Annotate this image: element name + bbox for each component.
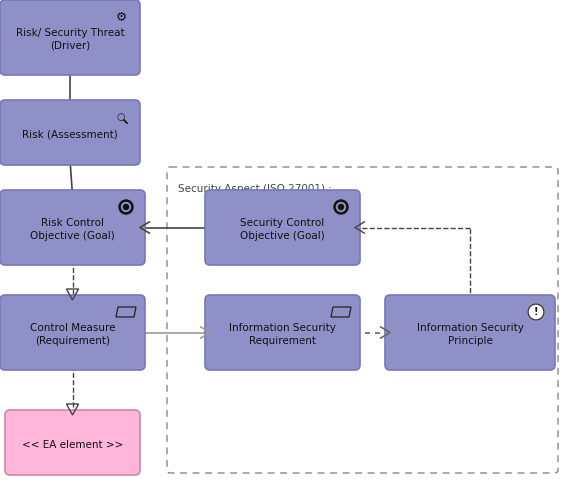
- Text: Information Security
Principle: Information Security Principle: [417, 323, 523, 346]
- FancyBboxPatch shape: [205, 295, 360, 370]
- Circle shape: [124, 204, 129, 209]
- Text: << EA element >>: << EA element >>: [22, 439, 123, 449]
- Text: Security Control
Objective (Goal): Security Control Objective (Goal): [240, 218, 325, 241]
- Text: Risk/ Security Threat
(Driver): Risk/ Security Threat (Driver): [16, 28, 124, 51]
- Circle shape: [338, 204, 343, 209]
- Circle shape: [337, 202, 346, 211]
- FancyBboxPatch shape: [0, 100, 140, 165]
- FancyBboxPatch shape: [5, 410, 140, 475]
- Text: ⚙: ⚙: [116, 10, 127, 23]
- Text: Information Security
Requirement: Information Security Requirement: [229, 323, 336, 346]
- FancyBboxPatch shape: [385, 295, 555, 370]
- Text: Risk (Assessment): Risk (Assessment): [22, 129, 118, 139]
- Text: Security Aspect (ISO 27001) :: Security Aspect (ISO 27001) :: [178, 184, 332, 194]
- Text: !: !: [534, 307, 538, 317]
- Circle shape: [119, 200, 133, 214]
- Text: ○: ○: [117, 112, 125, 122]
- Text: Control Measure
(Requirement): Control Measure (Requirement): [30, 323, 115, 346]
- Circle shape: [528, 304, 544, 320]
- Circle shape: [121, 202, 130, 211]
- FancyBboxPatch shape: [0, 0, 140, 75]
- FancyBboxPatch shape: [0, 295, 145, 370]
- Text: Risk Control
Objective (Goal): Risk Control Objective (Goal): [30, 218, 115, 241]
- FancyBboxPatch shape: [0, 190, 145, 265]
- FancyBboxPatch shape: [205, 190, 360, 265]
- Circle shape: [334, 200, 348, 214]
